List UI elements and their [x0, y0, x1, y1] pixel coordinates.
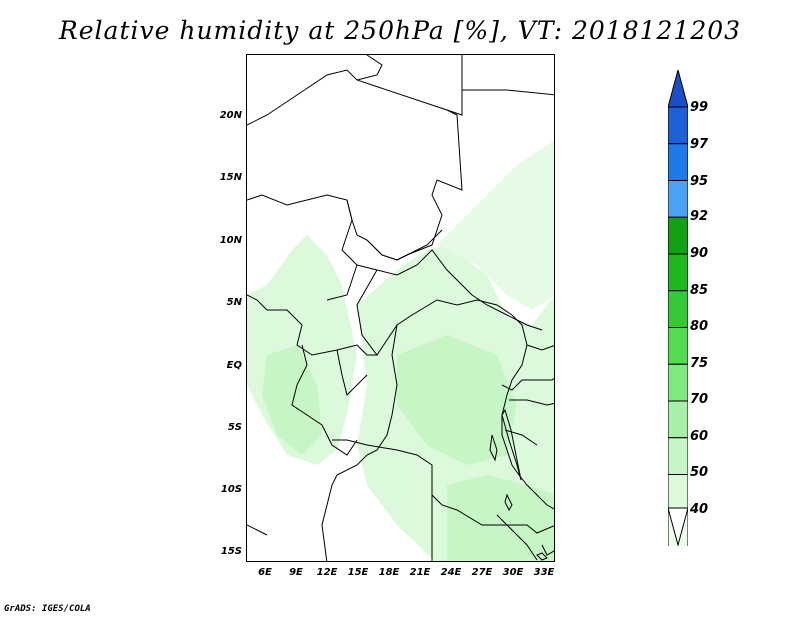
- lat-label-eq: EQ: [226, 360, 242, 371]
- lon-label-30e: 30E: [502, 567, 524, 578]
- lon-label-33e: 33E: [533, 567, 555, 578]
- colorbar-box-70: [668, 400, 688, 439]
- colorbar-box-90: [668, 253, 688, 292]
- lon-label-21e: 21E: [409, 567, 431, 578]
- colorbar-label-90: 90: [690, 246, 709, 261]
- colorbar-label-97: 97: [690, 137, 709, 152]
- lon-label-9e: 9E: [289, 567, 303, 578]
- map-title: Relative humidity at 250hPa [%], VT: 201…: [58, 16, 742, 45]
- colorbar-box-75: [668, 363, 688, 402]
- colorbar-bottom-triangle: [668, 507, 688, 546]
- colorbar-box-99: [668, 106, 688, 145]
- colorbar-label-50: 50: [690, 465, 709, 480]
- country-borders: [247, 55, 554, 561]
- lon-label-15e: 15E: [347, 567, 369, 578]
- lon-label-6e: 6E: [258, 567, 272, 578]
- lon-label-24e: 24E: [440, 567, 462, 578]
- lat-label-5s: 5S: [227, 422, 242, 433]
- colorbar-label-40: 40: [690, 502, 709, 517]
- lat-label-5n: 5N: [226, 297, 242, 308]
- colorbar-label-60: 60: [690, 429, 709, 444]
- lat-label-15s: 15S: [220, 546, 242, 557]
- humidity-map: [247, 55, 554, 561]
- lon-label-27e: 27E: [471, 567, 493, 578]
- colorbar-box-95: [668, 180, 688, 218]
- colorbar-label-95: 95: [690, 174, 709, 189]
- lakes: [489, 408, 548, 561]
- lon-label-12e: 12E: [316, 567, 338, 578]
- colorbar-box-97: [668, 143, 688, 181]
- humidity-region-coast-band: [262, 345, 322, 455]
- lat-label-15n: 15N: [219, 172, 242, 183]
- grads-credit: GrADS: IGES/COLA: [4, 604, 91, 614]
- colorbar: [668, 70, 688, 546]
- lat-label-20n: 20N: [219, 110, 242, 121]
- colorbar-label-75: 75: [690, 356, 709, 371]
- colorbar-label-99: 99: [690, 100, 709, 115]
- colorbar-label-92: 92: [690, 209, 709, 224]
- colorbar-box-85: [668, 290, 688, 328]
- colorbar-box-92: [668, 216, 688, 255]
- colorbar-top-triangle: [668, 70, 688, 108]
- colorbar-label-85: 85: [690, 283, 709, 298]
- humidity-region-mid-band: [397, 335, 517, 465]
- colorbar-label-70: 70: [690, 392, 709, 407]
- colorbar-box-50: [668, 474, 688, 512]
- colorbar-label-80: 80: [690, 319, 709, 334]
- map-panel: [246, 54, 555, 562]
- lat-label-10n: 10N: [219, 235, 242, 246]
- humidity-region-northeast: [437, 141, 554, 310]
- colorbar-box-60: [668, 437, 688, 475]
- lat-label-10s: 10S: [220, 484, 242, 495]
- colorbar-box-80: [668, 327, 688, 365]
- lon-label-18e: 18E: [378, 567, 400, 578]
